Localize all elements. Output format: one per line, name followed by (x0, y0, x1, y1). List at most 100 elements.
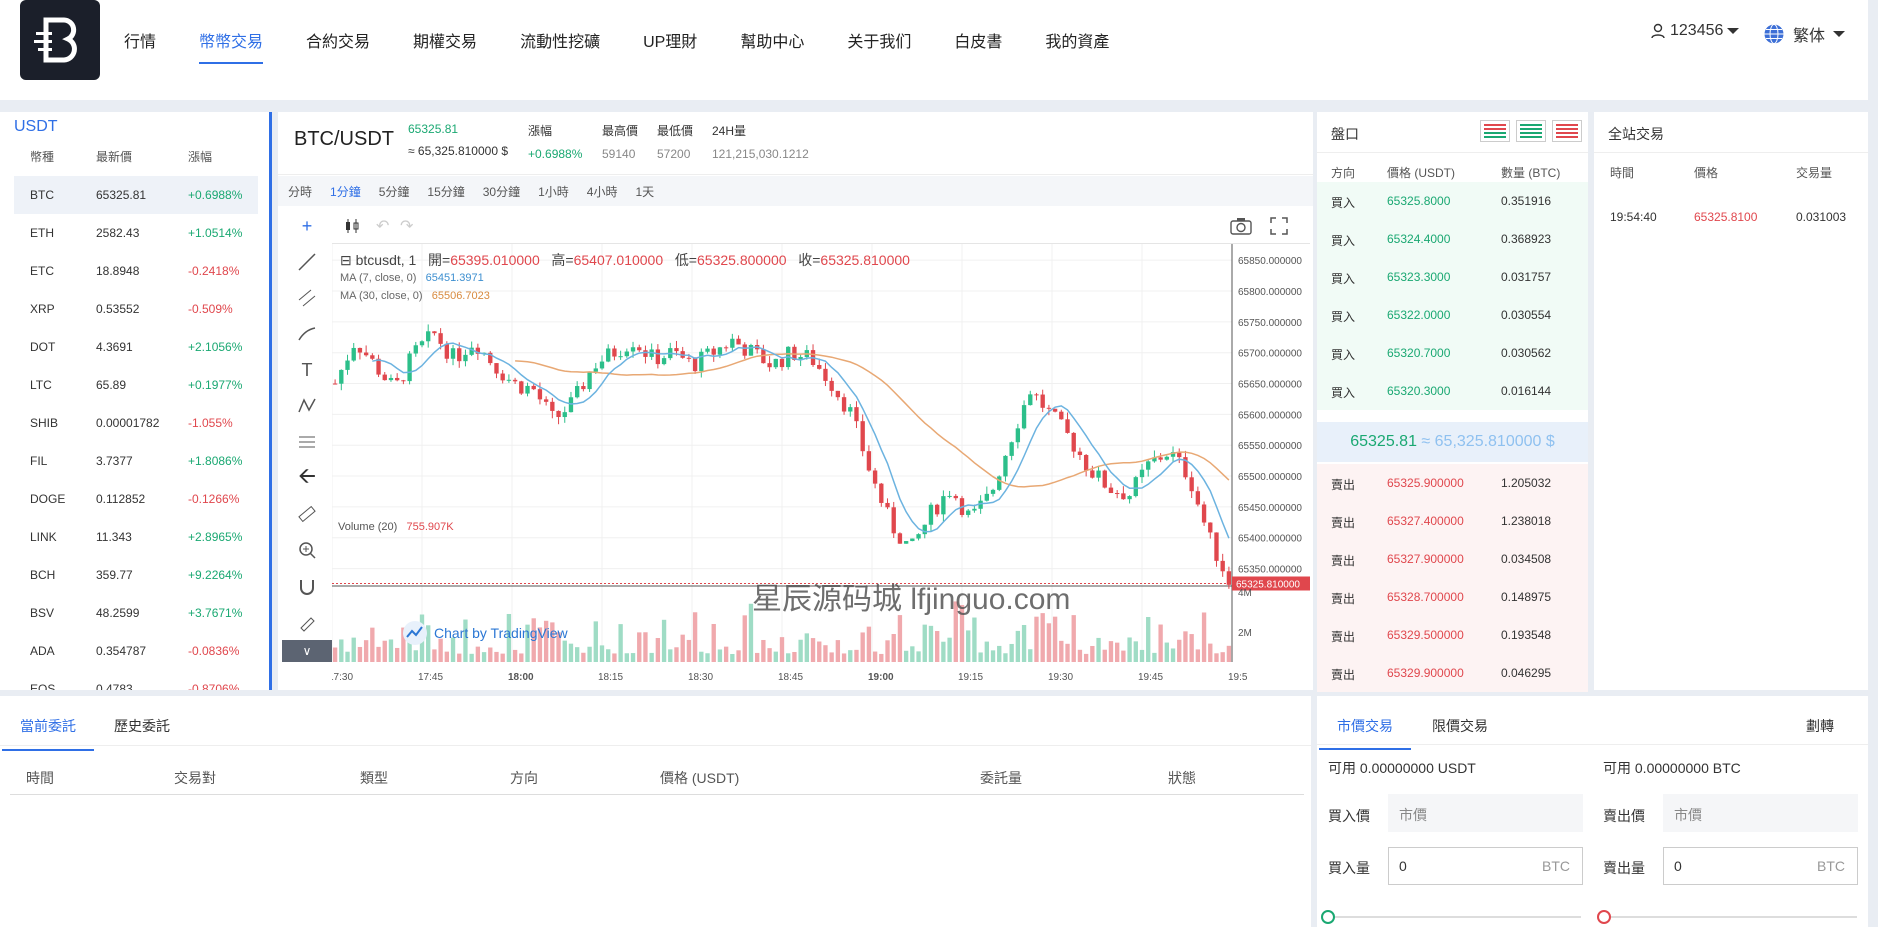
tf-1m[interactable]: 1分鐘 (330, 184, 361, 199)
market-row[interactable]: LTC 65.89 +0.1977% (14, 366, 258, 404)
bid-row[interactable]: 買入 65320.7000 0.030562 (1317, 334, 1588, 372)
chevron-down-icon (1833, 31, 1846, 37)
nav-item-assets[interactable]: 我的資產 (1045, 34, 1110, 51)
market-row[interactable]: ETC 18.8948 -0.2418% (14, 252, 258, 290)
nav-item-mining[interactable]: 流動性挖礦 (520, 34, 601, 51)
book-view-sell-icon[interactable] (1552, 120, 1582, 142)
buy-percent-slider[interactable] (1331, 916, 1581, 918)
buy-slider-handle[interactable] (1321, 910, 1335, 924)
text-icon[interactable]: T (301, 359, 313, 380)
arrow-left-icon[interactable]: 🡨 (298, 463, 316, 488)
symbol-label: btcusdt, 1 (355, 252, 417, 268)
volume-bar (1115, 642, 1120, 662)
nav-item-help[interactable]: 幫助中心 (740, 34, 805, 51)
logo[interactable] (20, 0, 100, 80)
tab-limit-order[interactable]: 限價交易 (1432, 718, 1488, 734)
nav-item-contract[interactable]: 合約交易 (306, 34, 371, 51)
tf-4h[interactable]: 4小時 (586, 184, 618, 199)
transfer-button[interactable]: 劃轉 (1806, 718, 1834, 734)
tf-1d[interactable]: 1天 (635, 184, 655, 199)
pattern-icon[interactable] (282, 388, 332, 424)
magnet-icon[interactable] (282, 568, 332, 604)
sell-price-field[interactable]: 市價 (1663, 794, 1858, 832)
user-menu[interactable]: 123456 (1650, 22, 1740, 40)
market-row[interactable]: SHIB 0.00001782 -1.055% (14, 404, 258, 442)
language-label: 繁体 (1793, 28, 1826, 45)
zoom-in-icon[interactable] (282, 532, 332, 568)
tab-order-history[interactable]: 歷史委託 (114, 718, 170, 734)
sell-qty-input[interactable]: 0 BTC (1663, 847, 1858, 885)
col-price[interactable]: 最新價 (96, 150, 133, 164)
col-coin[interactable]: 幣種 (30, 150, 55, 164)
trendline-icon[interactable] (282, 244, 332, 280)
tf-line[interactable]: 分時 (288, 184, 313, 199)
nav-item-finance[interactable]: UP理財 (643, 34, 698, 51)
price-chart[interactable]: 65850.000000 65800.000000 65750.000000 6570… (332, 244, 1310, 688)
buy-qty-input[interactable]: 0 BTC (1388, 847, 1583, 885)
bid-row[interactable]: 買入 65323.3000 0.031757 (1317, 258, 1588, 296)
buy-price-field[interactable]: 市價 (1388, 794, 1583, 832)
bid-price: 65322.0000 (1387, 308, 1451, 322)
brush-icon[interactable] (282, 316, 332, 352)
volume-bar (848, 650, 853, 662)
market-row[interactable]: BSV 48.2599 +3.7671% (14, 594, 258, 632)
tf-30m[interactable]: 30分鐘 (482, 184, 521, 199)
ruler-icon[interactable] (282, 496, 332, 532)
nav-item-about[interactable]: 关于我们 (847, 34, 912, 51)
ask-row[interactable]: 賣出 65327.900000 0.034508 (1317, 540, 1588, 578)
market-row[interactable]: FIL 3.7377 +1.8086% (14, 442, 258, 480)
high-value: 65407.010000 (573, 252, 664, 268)
tab-current-orders[interactable]: 當前委託 (2, 718, 94, 751)
nav-item-market[interactable]: 行情 (124, 34, 157, 51)
channel-icon[interactable] (282, 280, 332, 316)
bid-row[interactable]: 買入 65322.0000 0.030554 (1317, 296, 1588, 334)
market-row[interactable]: EOS 0.4783 -0.8706% (14, 670, 258, 690)
market-row[interactable]: ETH 2582.43 +1.0514% (14, 214, 258, 252)
bid-row[interactable]: 買入 65324.4000 0.368923 (1317, 220, 1588, 258)
market-row[interactable]: DOGE 0.112852 -0.1266% (14, 480, 258, 518)
collapse-icon[interactable]: ⊟ (340, 252, 352, 268)
nav-item-whitepaper[interactable]: 白皮書 (954, 34, 1003, 51)
nav-item-spot[interactable]: 幣幣交易 (199, 28, 264, 64)
candlestick-chart[interactable]: 65850.000000 65800.000000 65750.000000 6570… (332, 244, 1310, 688)
fullscreen-icon[interactable] (1270, 217, 1288, 235)
tradingview-credit[interactable]: Chart by TradingView (402, 620, 568, 646)
tab-market-order[interactable]: 市價交易 (1319, 718, 1411, 750)
tf-1h[interactable]: 1小時 (538, 184, 569, 199)
market-tab-usdt[interactable]: USDT (14, 118, 58, 135)
market-row[interactable]: LINK 11.343 +2.8965% (14, 518, 258, 556)
chevron-down-icon[interactable]: ∨ (282, 640, 332, 662)
tf-15m[interactable]: 15分鐘 (427, 184, 465, 199)
bid-row[interactable]: 買入 65325.8000 0.351916 (1317, 182, 1588, 220)
ask-row[interactable]: 賣出 65325.900000 1.205032 (1317, 464, 1588, 502)
ask-row[interactable]: 賣出 65329.900000 0.046295 (1317, 654, 1588, 692)
book-view-both-icon[interactable] (1480, 120, 1510, 142)
fib-icon[interactable] (282, 424, 332, 460)
market-row[interactable]: XRP 0.53552 -0.509% (14, 290, 258, 328)
market-row[interactable]: BTC 65325.81 +0.6988% (14, 176, 258, 214)
ask-row[interactable]: 賣出 65328.700000 0.148975 (1317, 578, 1588, 616)
market-row[interactable]: BCH 359.77 +9.2264% (14, 556, 258, 594)
ask-row[interactable]: 賣出 65329.500000 0.193548 (1317, 616, 1588, 654)
col-change[interactable]: 漲幅 (188, 150, 213, 164)
crosshair-icon[interactable]: + (301, 215, 313, 236)
bid-row[interactable]: 買入 65320.3000 0.016144 (1317, 372, 1588, 410)
candle (916, 534, 921, 539)
volume-bar (935, 631, 940, 662)
sell-slider-handle[interactable] (1597, 910, 1611, 924)
nav-item-options[interactable]: 期權交易 (413, 34, 478, 51)
sell-percent-slider[interactable] (1607, 916, 1857, 918)
candles-icon[interactable] (344, 218, 360, 234)
volume-bar (1164, 642, 1169, 662)
market-coin: ETC (30, 264, 54, 278)
lock-drawing-icon[interactable] (282, 604, 332, 640)
tf-5m[interactable]: 5分鐘 (378, 184, 410, 199)
redo-icon[interactable]: ↷ (400, 218, 414, 235)
language-menu[interactable]: 繁体 (1763, 22, 1846, 46)
book-view-buy-icon[interactable] (1516, 120, 1546, 142)
ask-row[interactable]: 賣出 65327.400000 1.238018 (1317, 502, 1588, 540)
market-row[interactable]: ADA 0.354787 -0.0836% (14, 632, 258, 670)
camera-icon[interactable] (1230, 217, 1252, 235)
market-row[interactable]: DOT 4.3691 +2.1056% (14, 328, 258, 366)
undo-icon[interactable]: ↶ (376, 218, 390, 235)
